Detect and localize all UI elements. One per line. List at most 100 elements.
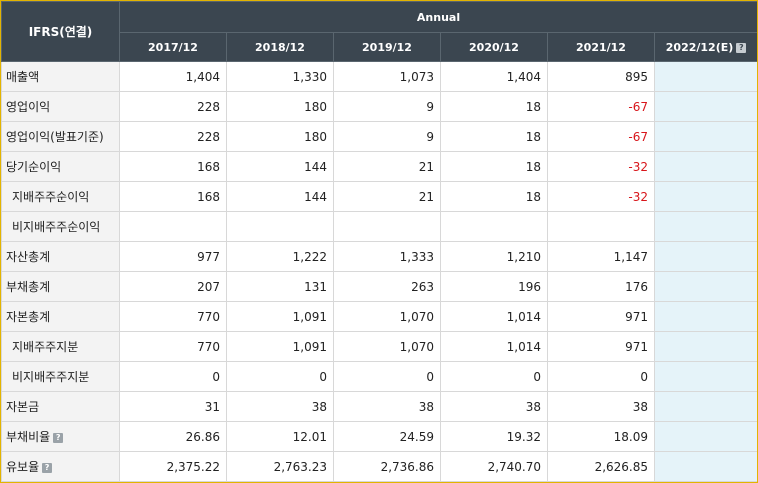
- value-cell: 1,014: [440, 301, 548, 332]
- table-row: 자본금 31 38 38 38 38: [1, 391, 757, 422]
- row-label: 자산총계: [1, 241, 120, 272]
- value-cell: 38: [547, 391, 655, 422]
- row-label: 영업이익: [1, 91, 120, 122]
- row-label-text: 자본금: [6, 400, 40, 414]
- value-cell: 26.86: [119, 421, 227, 452]
- row-label-text: 유보율: [6, 460, 40, 474]
- value-cell: 24.59: [333, 421, 441, 452]
- help-icon[interactable]: ?: [53, 432, 64, 443]
- row-label: 매출액: [1, 61, 120, 92]
- value-cell: 207: [119, 271, 227, 302]
- table-row: 지배주주지분 770 1,091 1,070 1,014 971: [1, 331, 757, 362]
- row-label: 부채비율?: [1, 421, 120, 452]
- estimate-cell: [653, 91, 757, 122]
- value-cell: 18: [440, 181, 548, 212]
- estimate-cell: [653, 361, 757, 392]
- estimate-cell: [653, 451, 757, 482]
- value-cell: 1,070: [333, 331, 441, 362]
- value-cell: 168: [119, 151, 227, 182]
- value-cell: [119, 211, 227, 242]
- value-cell: 228: [119, 91, 227, 122]
- table-row: 부채비율? 26.86 12.01 24.59 19.32 18.09: [1, 421, 757, 452]
- row-label-text: 자산총계: [6, 250, 51, 264]
- value-cell: 18: [440, 121, 548, 152]
- row-label: 지배주주순이익: [1, 181, 120, 212]
- row-label-text: 지배주주지분: [12, 340, 79, 354]
- row-label-text: 영업이익(발표기준): [6, 130, 104, 144]
- value-cell: 18: [440, 91, 548, 122]
- help-icon[interactable]: ?: [42, 462, 53, 473]
- value-cell: 21: [333, 181, 441, 212]
- value-cell: 971: [547, 331, 655, 362]
- table-body: 매출액 1,404 1,330 1,073 1,404 895 영업이익 228 180 9 18-…: [1, 61, 757, 482]
- value-cell: 9: [333, 121, 441, 152]
- row-label: 비지배주주순이익: [1, 211, 120, 242]
- estimate-cell: [653, 181, 757, 212]
- value-cell: 1,091: [226, 331, 334, 362]
- value-cell: 18.09: [547, 421, 655, 452]
- value-cell: 9: [333, 91, 441, 122]
- value-cell: 19.32: [440, 421, 548, 452]
- value-cell: 38: [333, 391, 441, 422]
- value-cell: 1,404: [119, 61, 227, 92]
- value-cell: [226, 211, 334, 242]
- value-cell: 38: [440, 391, 548, 422]
- value-cell: 21: [333, 151, 441, 182]
- row-label: 자본금: [1, 391, 120, 422]
- header-year-row: 2017/12 2018/12 2019/12 2020/12 2021/12 …: [2, 32, 757, 62]
- table-row: 유보율? 2,375.22 2,763.23 2,736.86 2,740.70 2,62…: [1, 451, 757, 482]
- estimate-cell: [653, 301, 757, 332]
- estimate-cell: [653, 271, 757, 302]
- estimate-cell: [653, 391, 757, 422]
- table-row: 영업이익 228 180 9 18 -67: [1, 91, 757, 122]
- value-cell: [547, 211, 655, 242]
- value-cell: 176: [547, 271, 655, 302]
- help-icon[interactable]: ?: [736, 42, 747, 53]
- table-row: 매출액 1,404 1,330 1,073 1,404 895: [1, 61, 757, 92]
- value-cell: 180: [226, 91, 334, 122]
- value-cell: 1,073: [333, 61, 441, 92]
- value-cell: 31: [119, 391, 227, 422]
- row-label-text: 부채비율: [6, 430, 51, 444]
- header-year: 2021/12: [547, 32, 655, 62]
- value-cell: 228: [119, 121, 227, 152]
- table-row: 당기순이익 168 144 21 18 -32: [1, 151, 757, 182]
- table-row: 자본총계 770 1,091 1,070 1,014 971: [1, 301, 757, 332]
- row-label: 당기순이익: [1, 151, 120, 182]
- value-cell: 1,091: [226, 301, 334, 332]
- row-label-text: 비지배주주지분: [12, 370, 90, 384]
- value-cell: 1,070: [333, 301, 441, 332]
- table-row: 비지배주주순이익: [1, 211, 757, 242]
- value-cell: 977: [119, 241, 227, 272]
- row-label-text: 비지배주주순이익: [12, 220, 101, 234]
- value-cell: 0: [440, 361, 548, 392]
- header-year: 2020/12: [440, 32, 548, 62]
- value-cell: 1,014: [440, 331, 548, 362]
- value-cell: [440, 211, 548, 242]
- value-cell: 180: [226, 121, 334, 152]
- value-cell: 144: [226, 151, 334, 182]
- row-label: 지배주주지분: [1, 331, 120, 362]
- value-cell: -32: [547, 151, 655, 182]
- estimate-cell: [653, 331, 757, 362]
- value-cell: 1,147: [547, 241, 655, 272]
- value-cell: 971: [547, 301, 655, 332]
- value-cell: 1,222: [226, 241, 334, 272]
- row-label: 자본총계: [1, 301, 120, 332]
- value-cell: 12.01: [226, 421, 334, 452]
- row-label: 영업이익(발표기준): [1, 121, 120, 152]
- row-label-text: 매출액: [6, 70, 40, 84]
- value-cell: 0: [226, 361, 334, 392]
- row-label: 비지배주주지분: [1, 361, 120, 392]
- header-year: 2017/12: [119, 32, 227, 62]
- row-label-text: 지배주주순이익: [12, 190, 90, 204]
- header-annual: Annual: [118, 1, 757, 33]
- estimate-cell: [653, 241, 757, 272]
- estimate-cell: [653, 151, 757, 182]
- value-cell: 2,740.70: [440, 451, 548, 482]
- value-cell: 1,333: [333, 241, 441, 272]
- table-row: 지배주주순이익 168 144 21 18 -32: [1, 181, 757, 212]
- value-cell: -67: [547, 121, 655, 152]
- value-cell: 2,763.23: [226, 451, 334, 482]
